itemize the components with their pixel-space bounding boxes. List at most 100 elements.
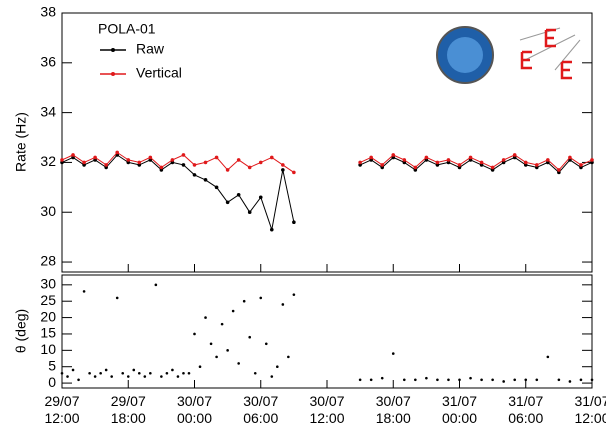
data-point (557, 168, 561, 172)
data-point (557, 378, 561, 382)
data-point (149, 371, 152, 375)
y-tick-label: 36 (40, 54, 56, 70)
data-point (159, 168, 164, 172)
x-tick-label: 30/07 00:00 (177, 393, 212, 426)
y-tick-label: 34 (40, 103, 56, 119)
data-point (468, 158, 473, 162)
data-point (534, 165, 539, 170)
data-point (391, 155, 396, 160)
data-point (579, 163, 583, 167)
data-point (110, 375, 113, 378)
data-point (71, 153, 75, 157)
data-point (170, 158, 175, 162)
data-point (60, 160, 64, 165)
data-point (225, 200, 230, 205)
data-point (203, 160, 208, 165)
data-point (480, 378, 483, 382)
data-point (458, 378, 461, 382)
data-point (490, 165, 495, 170)
data-point (204, 316, 207, 319)
data-point (490, 168, 495, 172)
y-tick-label: 25 (40, 292, 56, 308)
data-point (242, 299, 246, 303)
data-point (93, 155, 97, 160)
y-tick-label: 0 (48, 374, 56, 390)
data-point (380, 376, 384, 380)
data-point (77, 378, 80, 382)
data-point (225, 168, 230, 172)
y-tick-label: 38 (40, 4, 56, 20)
data-point (512, 153, 517, 157)
data-point (435, 163, 440, 167)
data-point (534, 163, 539, 167)
data-point (258, 195, 263, 200)
data-point (402, 160, 407, 165)
data-point (358, 160, 362, 165)
data-point (491, 378, 494, 382)
data-point (424, 155, 429, 160)
data-point (535, 378, 539, 382)
legend-marker (111, 48, 115, 52)
data-point (258, 160, 263, 165)
data-point (82, 160, 86, 165)
data-point (292, 170, 296, 175)
y-tick-label: 30 (40, 276, 56, 292)
data-point (358, 378, 362, 382)
series-line (61, 151, 593, 173)
y-tick-label: 10 (40, 341, 56, 357)
data-point (259, 296, 263, 300)
data-point (369, 378, 373, 382)
data-point (501, 160, 506, 165)
data-point (287, 355, 290, 359)
data-point (137, 371, 141, 375)
data-point (457, 165, 462, 170)
data-point (115, 296, 119, 300)
x-tick-label: 30/07 12:00 (309, 393, 344, 426)
data-point (276, 365, 279, 369)
data-point (425, 376, 428, 380)
data-point (402, 378, 406, 382)
data-point (413, 168, 418, 172)
data-point (292, 293, 296, 296)
data-point (187, 371, 191, 375)
data-point (247, 165, 252, 170)
data-point (143, 375, 147, 378)
data-point (148, 158, 153, 162)
data-point (424, 158, 429, 162)
data-point (104, 163, 108, 167)
data-point (99, 371, 102, 375)
data-point (126, 158, 131, 162)
data-point (568, 155, 572, 160)
data-point (165, 371, 169, 375)
x-tick-label: 30/07 18:00 (376, 393, 411, 426)
data-point (237, 362, 240, 365)
data-point (391, 153, 396, 157)
data-point (93, 375, 97, 378)
data-point (236, 192, 241, 197)
data-point (209, 342, 213, 346)
data-point (71, 155, 75, 160)
data-point (579, 378, 583, 382)
y-axis-label: Rate (Hz) (13, 112, 29, 172)
data-point (269, 227, 274, 232)
data-point (457, 163, 462, 167)
data-point (104, 368, 108, 372)
legend-marker (111, 72, 115, 76)
data-point (479, 163, 484, 167)
data-point (402, 158, 407, 162)
data-point (523, 160, 528, 165)
data-point (281, 303, 285, 306)
y-axis-label: θ (deg) (13, 309, 29, 353)
data-point (590, 158, 594, 162)
data-point (231, 309, 235, 313)
data-point (579, 165, 583, 170)
logo (436, 26, 581, 84)
x-tick-label: 31/07 12:00 (574, 393, 606, 426)
data-point (181, 163, 186, 167)
data-point (182, 371, 185, 375)
data-point (248, 335, 252, 339)
data-point (220, 322, 224, 326)
data-point (226, 349, 229, 352)
data-point (435, 160, 440, 165)
